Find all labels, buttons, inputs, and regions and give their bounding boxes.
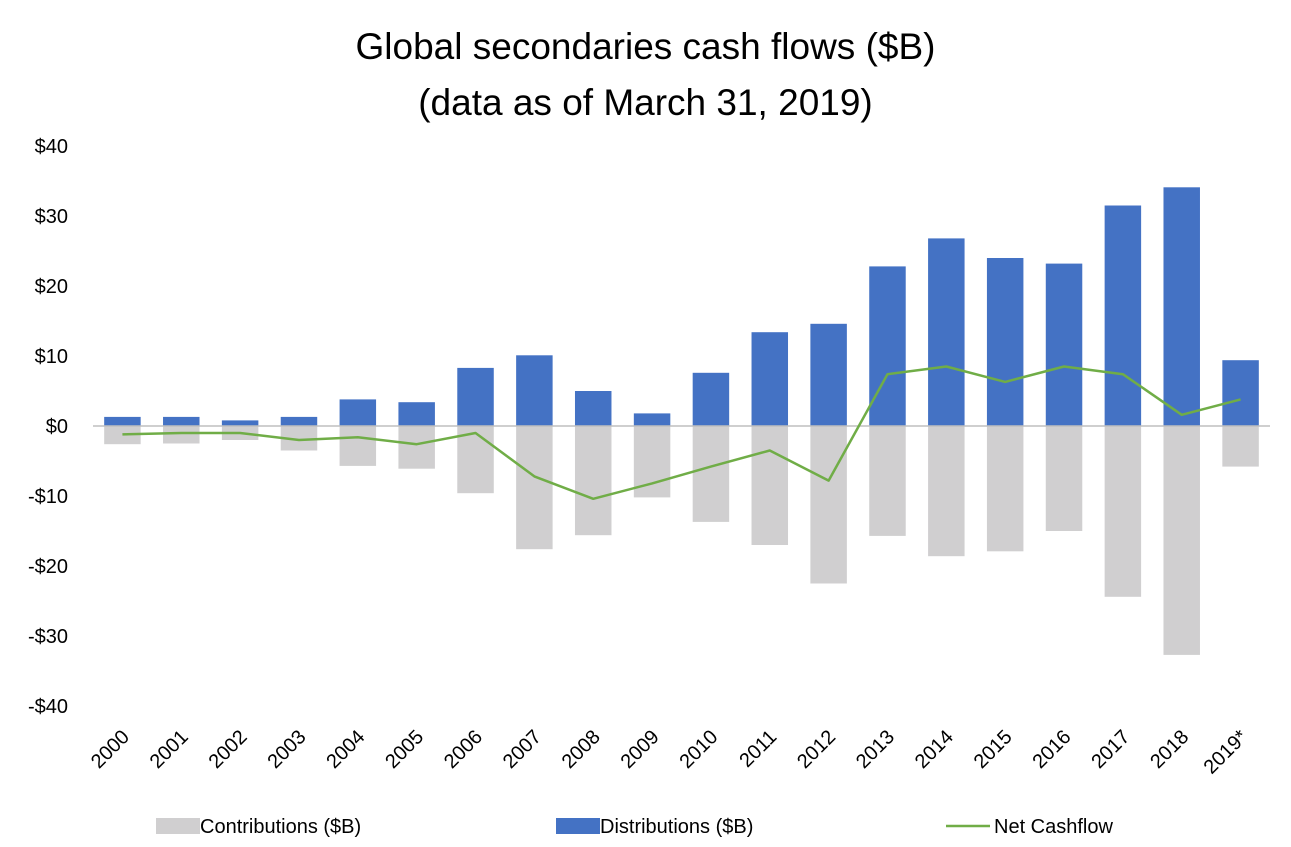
contribution-bar-2000 (104, 426, 141, 445)
x-tick-label: 2012 (793, 726, 840, 773)
distribution-bar-2014 (928, 238, 965, 426)
y-tick-label: -$40 (28, 696, 68, 718)
x-tick-label: 2009 (617, 726, 664, 773)
x-tick-label: 2007 (499, 726, 546, 773)
distribution-bar-2009 (633, 413, 671, 426)
x-tick-label: 2004 (322, 726, 369, 773)
net-cashflow-line (122, 365, 1241, 501)
legend-label-contributions: Contributions ($B) (200, 816, 361, 838)
x-tick-label: 2005 (381, 726, 428, 773)
legend-label-distributions: Distributions ($B) (600, 816, 753, 838)
distribution-bar-2006 (457, 367, 494, 426)
contribution-bar-2011 (751, 426, 789, 545)
y-axis-ticks: $40 $30 $20 $10 $0 -$10 -$20 -$30 -$40 (28, 136, 68, 718)
x-tick-label: 2018 (1146, 726, 1193, 773)
distribution-bar-2010 (692, 372, 730, 426)
contribution-bar-2018 (1163, 426, 1200, 655)
distribution-bar-2001 (163, 416, 200, 426)
distribution-bar-2005 (398, 402, 435, 426)
x-tick-label: 2006 (440, 726, 487, 773)
distribution-bar-2019 (1222, 360, 1259, 426)
distribution-bar-2016 (1045, 263, 1083, 426)
y-tick-label: $20 (35, 276, 68, 298)
contribution-bar-2007 (516, 426, 553, 550)
x-tick-label: 2003 (263, 726, 310, 773)
contribution-bar-2017 (1104, 426, 1142, 597)
x-tick-label: 2014 (911, 726, 958, 773)
contribution-bar-2001 (163, 426, 200, 444)
distribution-bar-2000 (104, 416, 141, 426)
bars-group (104, 187, 1259, 655)
distribution-bar-2002 (221, 420, 259, 426)
contribution-bar-2015 (986, 426, 1024, 552)
x-tick-label: 2019* (1200, 726, 1253, 779)
legend-swatch-distributions (556, 818, 600, 834)
contribution-bar-2006 (457, 426, 494, 494)
distribution-bar-2004 (339, 399, 377, 426)
x-tick-label: 2013 (852, 726, 899, 773)
distribution-bar-2018 (1163, 187, 1200, 426)
legend-label-net-cashflow: Net Cashflow (994, 816, 1113, 838)
distribution-bar-2008 (574, 391, 612, 426)
y-tick-label: $10 (35, 346, 68, 368)
y-tick-label: -$10 (28, 486, 68, 508)
x-tick-label: 2016 (1029, 726, 1076, 773)
x-tick-label: 2015 (970, 726, 1017, 773)
contribution-bar-2008 (574, 426, 612, 536)
legend-swatch-contributions (156, 818, 200, 834)
distribution-bar-2015 (986, 258, 1024, 426)
contribution-bar-2014 (928, 426, 965, 557)
x-tick-label: 2011 (735, 726, 781, 772)
distribution-bar-2013 (869, 266, 906, 426)
y-tick-label: -$30 (28, 626, 68, 648)
contribution-bar-2010 (692, 426, 730, 522)
contribution-bar-2016 (1045, 426, 1083, 531)
contribution-bar-2004 (339, 426, 377, 466)
contribution-bar-2013 (869, 426, 906, 536)
distribution-bar-2011 (751, 332, 789, 426)
distribution-bar-2007 (516, 355, 553, 426)
x-tick-label: 2010 (675, 726, 722, 773)
distribution-bar-2017 (1104, 205, 1142, 426)
x-tick-label: 2000 (87, 726, 134, 773)
distribution-bar-2012 (810, 323, 847, 426)
x-tick-label: 2008 (558, 726, 605, 773)
y-tick-label: $30 (35, 206, 68, 228)
x-tick-label: 2002 (205, 726, 252, 773)
contribution-bar-2012 (810, 426, 847, 584)
net-cashflow-line-group (122, 365, 1241, 501)
x-tick-label: 2017 (1087, 726, 1134, 773)
chart-subtitle: (data as of March 31, 2019) (418, 82, 873, 123)
y-tick-label: -$20 (28, 556, 68, 578)
contribution-bar-2005 (398, 426, 435, 469)
y-tick-label: $40 (35, 136, 68, 158)
x-axis-ticks: 2000 2001 2002 2003 2004 2005 2006 2007 2008 2009… (87, 726, 1252, 779)
contribution-bar-2019 (1222, 426, 1259, 467)
legend: Contributions ($B) Distributions ($B) Net … (156, 816, 1113, 838)
y-tick-label: $0 (46, 416, 68, 438)
chart-title: Global secondaries cash flows ($B) (355, 26, 936, 67)
x-tick-label: 2001 (146, 726, 193, 773)
distribution-bar-2003 (280, 416, 318, 426)
